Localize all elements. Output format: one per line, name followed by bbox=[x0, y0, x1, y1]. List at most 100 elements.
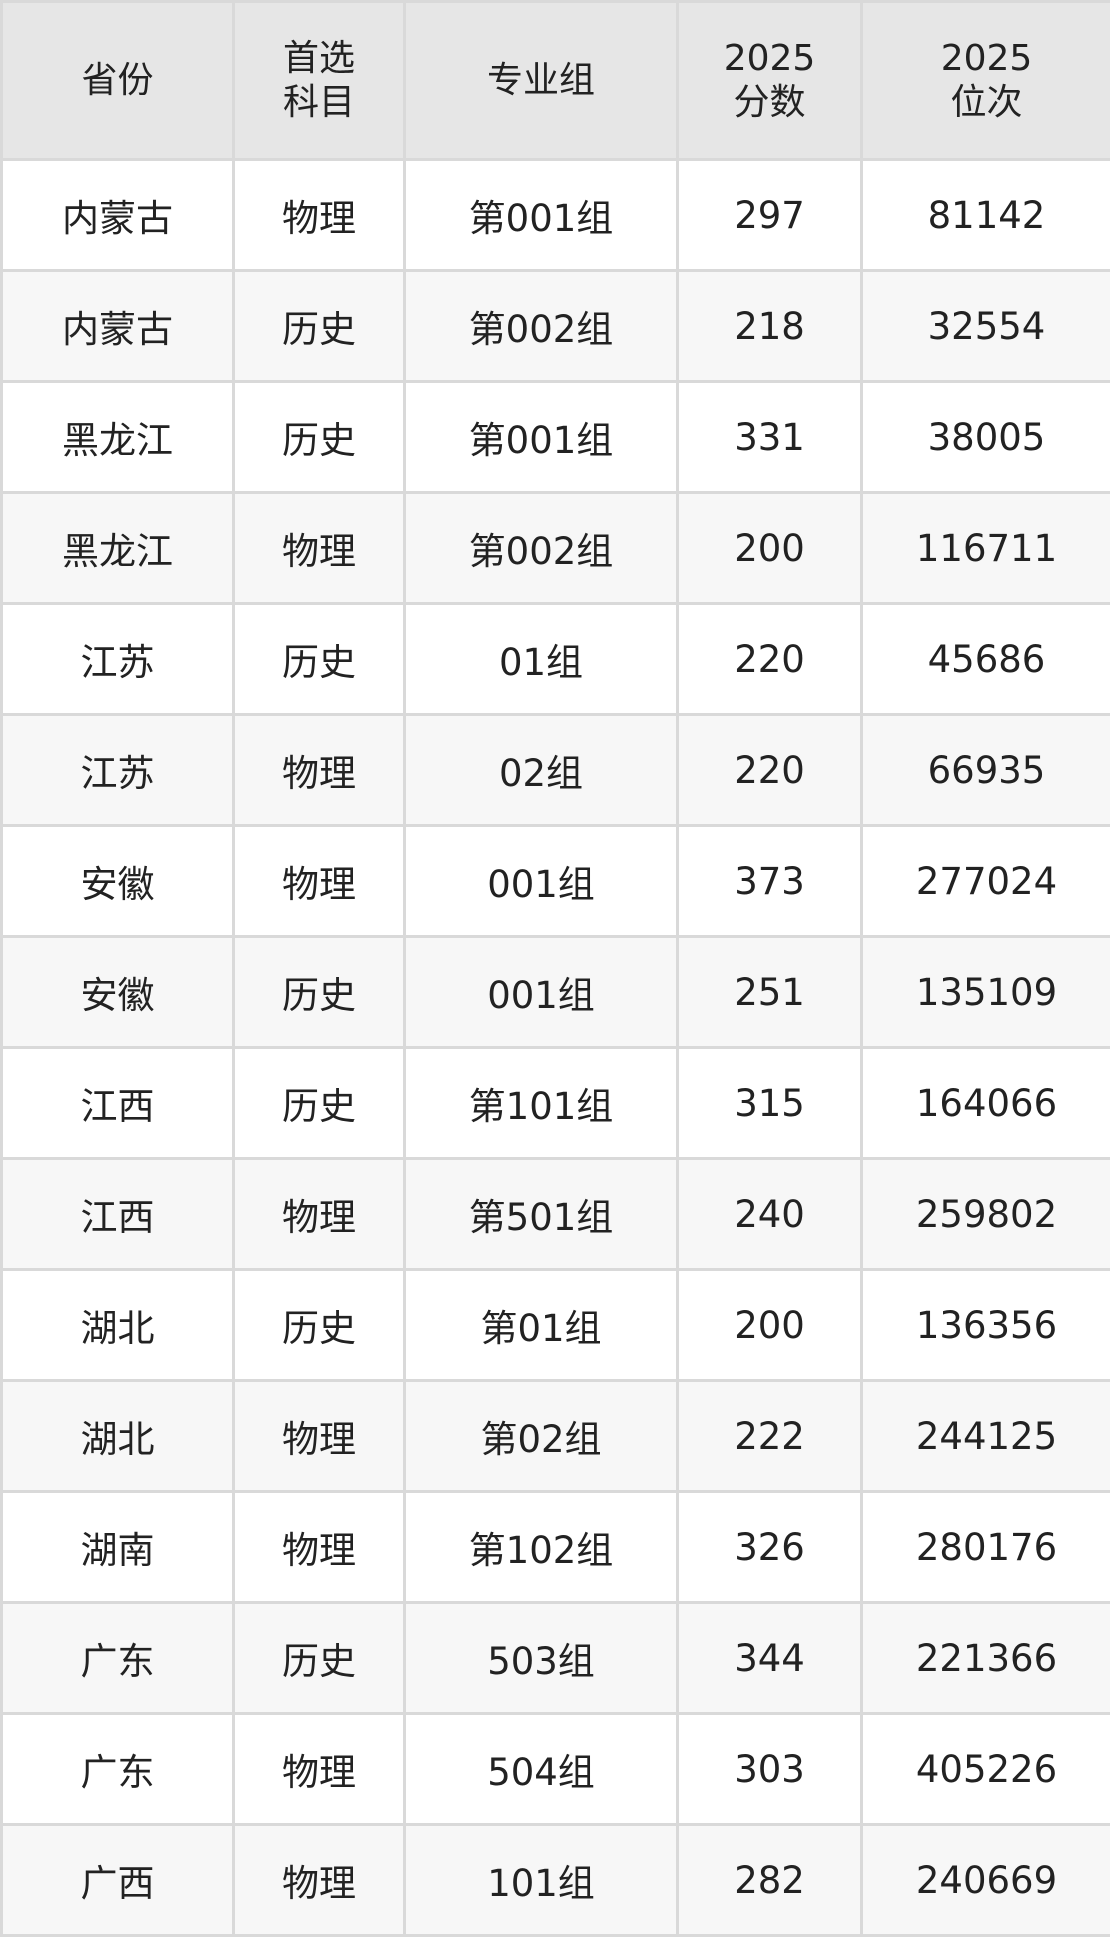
cell-major-group: 02组 bbox=[403, 713, 679, 827]
header-text: 2025 bbox=[940, 37, 1033, 79]
table-row: 内蒙古 历史 第002组 218 32554 bbox=[0, 269, 1110, 383]
cell-province: 内蒙古 bbox=[0, 269, 235, 383]
cell-rank-2025: 45686 bbox=[860, 602, 1110, 716]
table-row: 江西 历史 第101组 315 164066 bbox=[0, 1046, 1110, 1160]
cell-province: 江苏 bbox=[0, 602, 235, 716]
cell-subject: 历史 bbox=[232, 935, 406, 1049]
cell-major-group: 第501组 bbox=[403, 1157, 679, 1271]
cell-rank-2025: 405226 bbox=[860, 1712, 1110, 1826]
table-row: 黑龙江 历史 第001组 331 38005 bbox=[0, 380, 1110, 494]
cell-subject: 物理 bbox=[232, 158, 406, 272]
cell-score-2025: 220 bbox=[676, 602, 863, 716]
cell-rank-2025: 244125 bbox=[860, 1379, 1110, 1493]
cell-subject: 物理 bbox=[232, 1379, 406, 1493]
cell-rank-2025: 135109 bbox=[860, 935, 1110, 1049]
cell-province: 内蒙古 bbox=[0, 158, 235, 272]
cell-rank-2025: 136356 bbox=[860, 1268, 1110, 1382]
table-row: 江西 物理 第501组 240 259802 bbox=[0, 1157, 1110, 1271]
cell-rank-2025: 221366 bbox=[860, 1601, 1110, 1715]
cell-subject: 历史 bbox=[232, 269, 406, 383]
cell-score-2025: 303 bbox=[676, 1712, 863, 1826]
header-text: 2025 bbox=[723, 37, 816, 79]
cell-score-2025: 240 bbox=[676, 1157, 863, 1271]
cell-rank-2025: 280176 bbox=[860, 1490, 1110, 1604]
cell-subject: 物理 bbox=[232, 1490, 406, 1604]
table-row: 湖南 物理 第102组 326 280176 bbox=[0, 1490, 1110, 1604]
cell-rank-2025: 116711 bbox=[860, 491, 1110, 605]
cell-score-2025: 326 bbox=[676, 1490, 863, 1604]
table-row: 安徽 物理 001组 373 277024 bbox=[0, 824, 1110, 938]
cell-province: 湖北 bbox=[0, 1268, 235, 1382]
cell-score-2025: 200 bbox=[676, 491, 863, 605]
cell-score-2025: 331 bbox=[676, 380, 863, 494]
cell-major-group: 101组 bbox=[403, 1823, 679, 1937]
table-row: 广东 历史 503组 344 221366 bbox=[0, 1601, 1110, 1715]
cell-province: 广东 bbox=[0, 1601, 235, 1715]
cell-major-group: 第101组 bbox=[403, 1046, 679, 1160]
cell-province: 湖北 bbox=[0, 1379, 235, 1493]
cell-major-group: 第02组 bbox=[403, 1379, 679, 1493]
cell-province: 黑龙江 bbox=[0, 380, 235, 494]
cell-rank-2025: 32554 bbox=[860, 269, 1110, 383]
cell-major-group: 第001组 bbox=[403, 380, 679, 494]
table-row: 广东 物理 504组 303 405226 bbox=[0, 1712, 1110, 1826]
header-text: 位次 bbox=[950, 81, 1023, 123]
cell-province: 江苏 bbox=[0, 713, 235, 827]
cell-subject: 物理 bbox=[232, 1157, 406, 1271]
header-subject: 首选 科目 bbox=[232, 0, 406, 161]
table-row: 黑龙江 物理 第002组 200 116711 bbox=[0, 491, 1110, 605]
cell-major-group: 第01组 bbox=[403, 1268, 679, 1382]
header-text: 科目 bbox=[282, 81, 355, 123]
cell-major-group: 第002组 bbox=[403, 269, 679, 383]
cell-rank-2025: 81142 bbox=[860, 158, 1110, 272]
table-row: 江苏 物理 02组 220 66935 bbox=[0, 713, 1110, 827]
header-text: 专业组 bbox=[486, 59, 595, 101]
cell-subject: 历史 bbox=[232, 1601, 406, 1715]
cell-major-group: 第001组 bbox=[403, 158, 679, 272]
cell-subject: 历史 bbox=[232, 1046, 406, 1160]
cell-rank-2025: 240669 bbox=[860, 1823, 1110, 1937]
cell-province: 江西 bbox=[0, 1046, 235, 1160]
cell-score-2025: 315 bbox=[676, 1046, 863, 1160]
table-row: 广西 物理 101组 282 240669 bbox=[0, 1823, 1110, 1937]
cell-score-2025: 200 bbox=[676, 1268, 863, 1382]
header-major-group: 专业组 bbox=[403, 0, 679, 161]
table-row: 湖北 历史 第01组 200 136356 bbox=[0, 1268, 1110, 1382]
cell-major-group: 001组 bbox=[403, 824, 679, 938]
cell-major-group: 001组 bbox=[403, 935, 679, 1049]
cell-major-group: 504组 bbox=[403, 1712, 679, 1826]
header-text: 省份 bbox=[81, 59, 154, 101]
cell-province: 江西 bbox=[0, 1157, 235, 1271]
cell-major-group: 01组 bbox=[403, 602, 679, 716]
cell-score-2025: 220 bbox=[676, 713, 863, 827]
table-row: 江苏 历史 01组 220 45686 bbox=[0, 602, 1110, 716]
cell-score-2025: 251 bbox=[676, 935, 863, 1049]
cell-rank-2025: 277024 bbox=[860, 824, 1110, 938]
cell-province: 安徽 bbox=[0, 935, 235, 1049]
cell-score-2025: 282 bbox=[676, 1823, 863, 1937]
cell-province: 湖南 bbox=[0, 1490, 235, 1604]
cell-province: 广东 bbox=[0, 1712, 235, 1826]
cell-subject: 物理 bbox=[232, 491, 406, 605]
cell-province: 黑龙江 bbox=[0, 491, 235, 605]
cell-rank-2025: 259802 bbox=[860, 1157, 1110, 1271]
header-rank-2025: 2025 位次 bbox=[860, 0, 1110, 161]
cell-score-2025: 373 bbox=[676, 824, 863, 938]
cell-subject: 物理 bbox=[232, 713, 406, 827]
cell-major-group: 第002组 bbox=[403, 491, 679, 605]
cell-subject: 历史 bbox=[232, 380, 406, 494]
cell-rank-2025: 66935 bbox=[860, 713, 1110, 827]
cell-score-2025: 222 bbox=[676, 1379, 863, 1493]
cell-subject: 历史 bbox=[232, 602, 406, 716]
table-row: 安徽 历史 001组 251 135109 bbox=[0, 935, 1110, 1049]
cell-subject: 物理 bbox=[232, 1823, 406, 1937]
cell-rank-2025: 164066 bbox=[860, 1046, 1110, 1160]
header-text: 分数 bbox=[733, 81, 806, 123]
cell-province: 广西 bbox=[0, 1823, 235, 1937]
cell-score-2025: 218 bbox=[676, 269, 863, 383]
cell-rank-2025: 38005 bbox=[860, 380, 1110, 494]
header-score-2025: 2025 分数 bbox=[676, 0, 863, 161]
cell-major-group: 503组 bbox=[403, 1601, 679, 1715]
header-province: 省份 bbox=[0, 0, 235, 161]
